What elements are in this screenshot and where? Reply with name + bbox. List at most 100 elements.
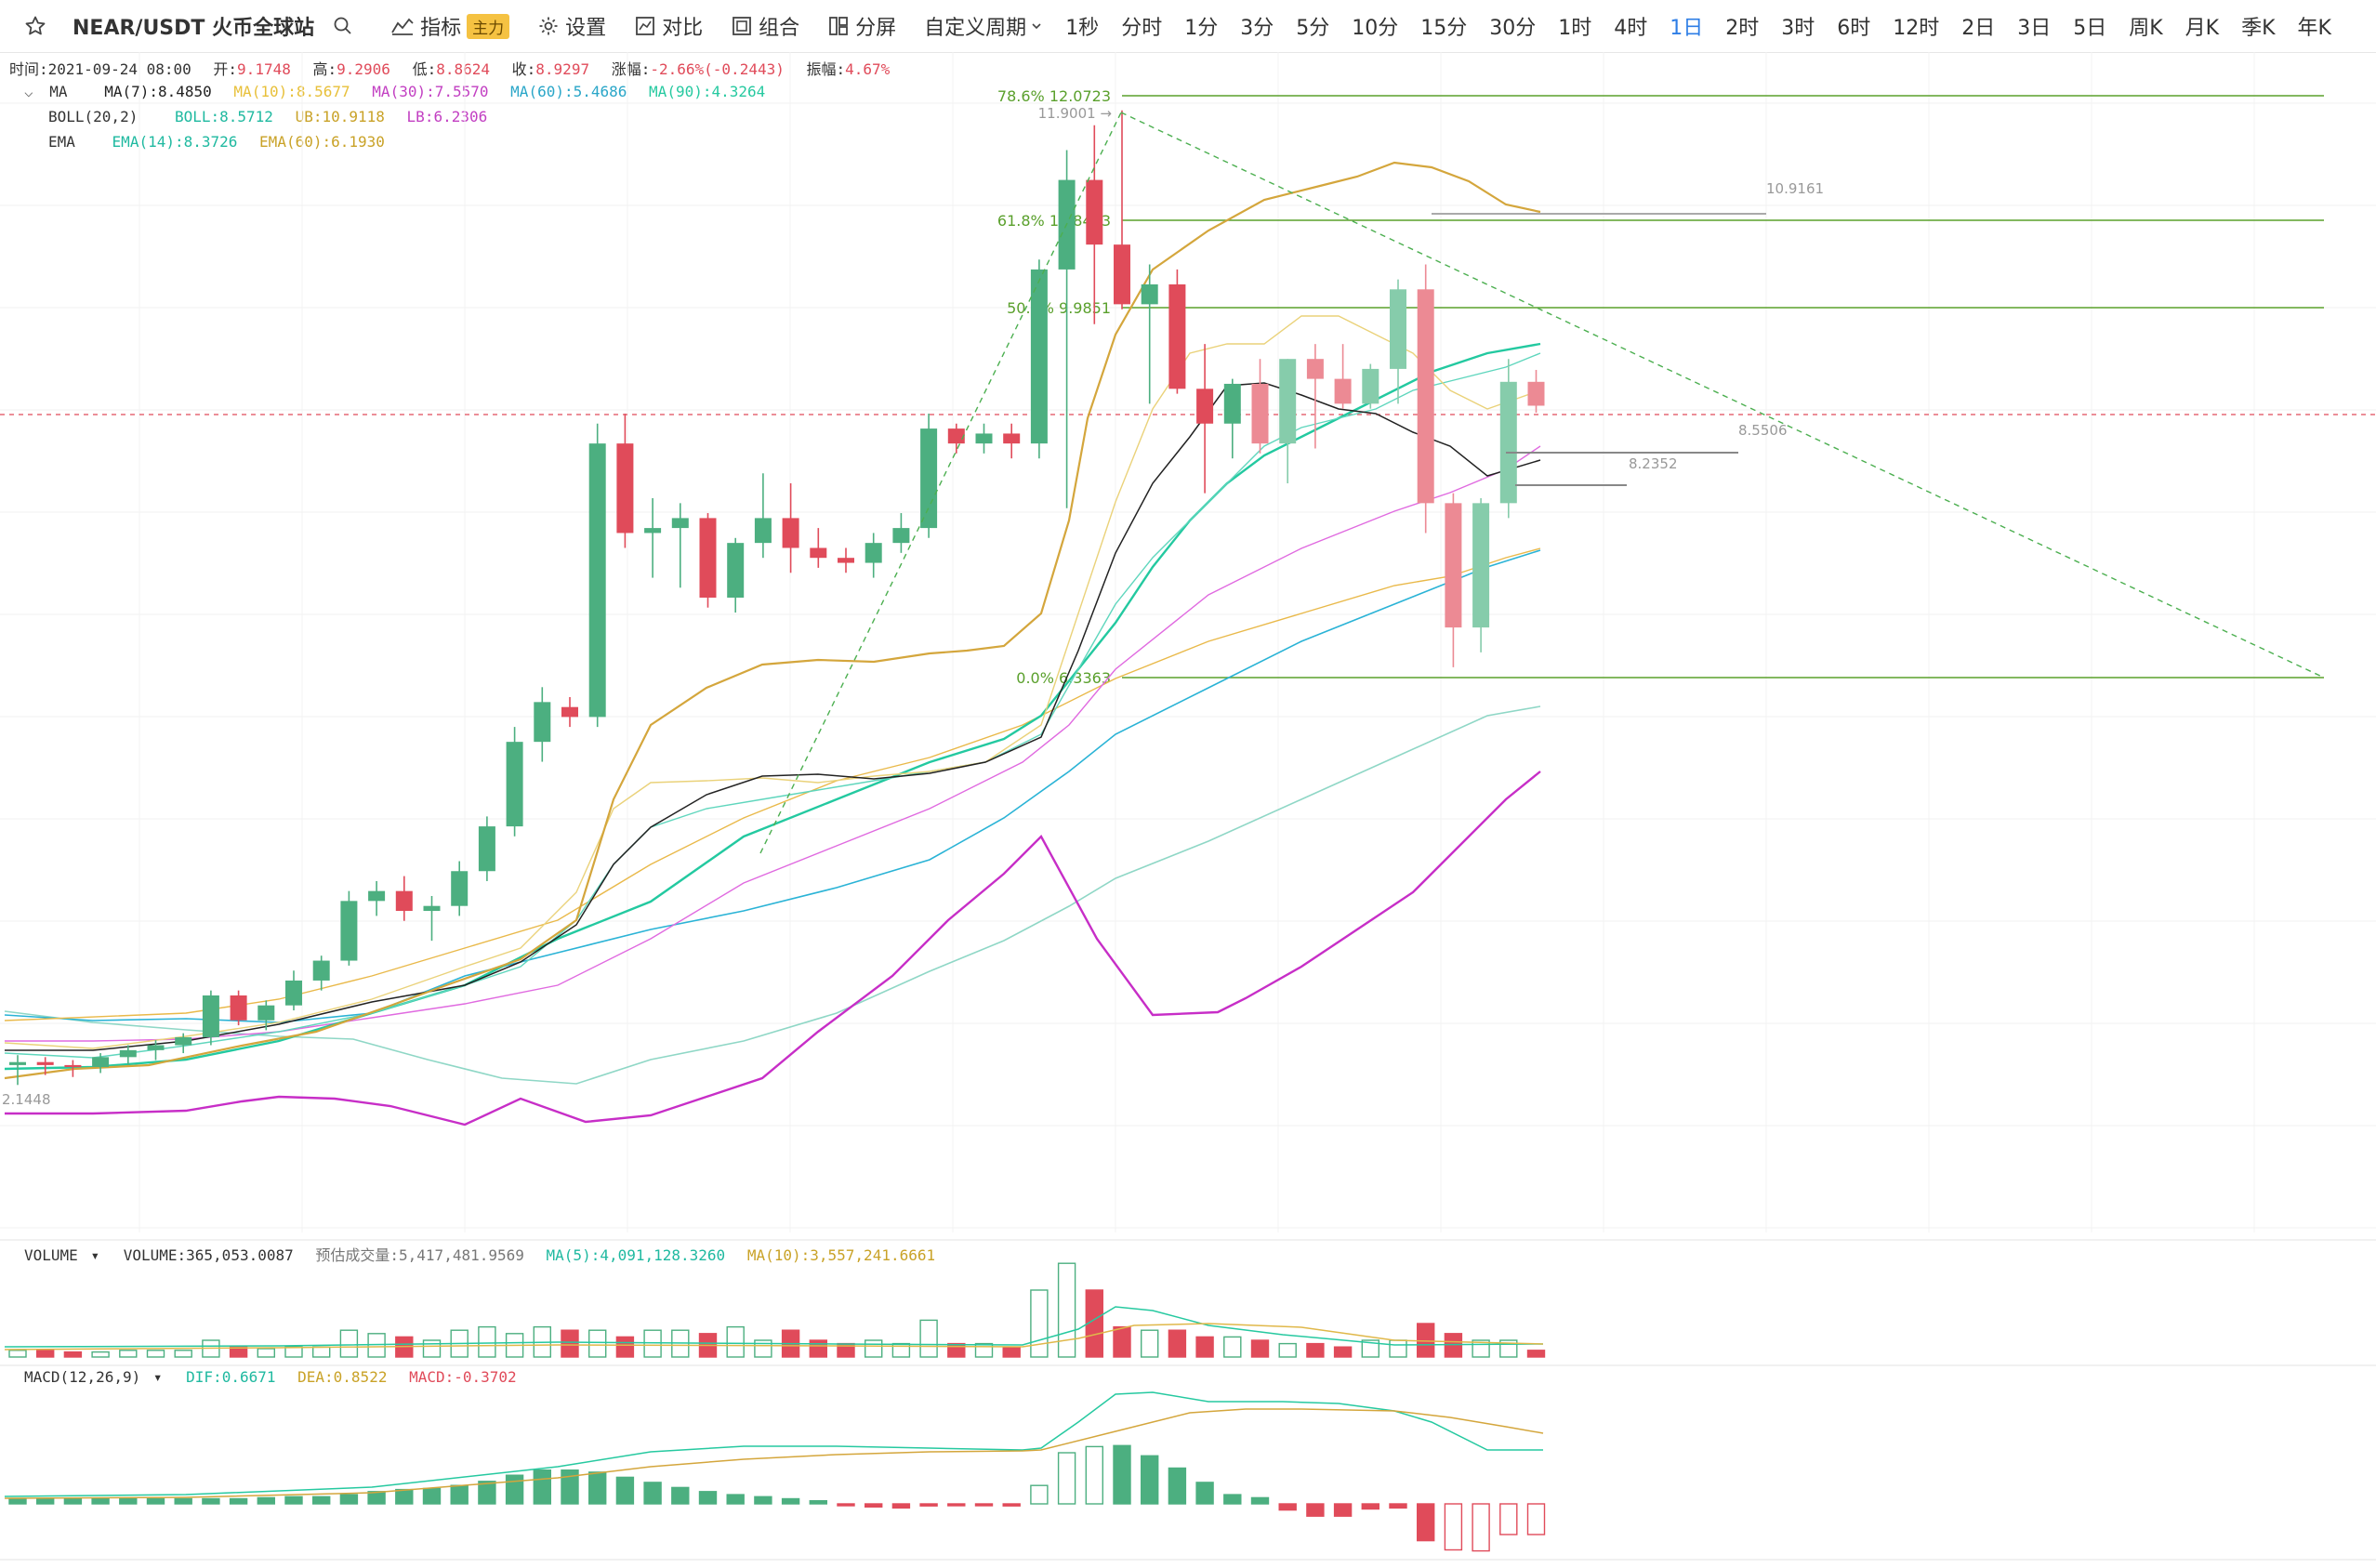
boll-name: BOLL(20,2) (48, 108, 139, 125)
period-2[interactable]: 1分 (1184, 17, 1219, 40)
ma90-line (4, 705, 1541, 1085)
candle (1223, 378, 1241, 459)
candle-body (1003, 433, 1021, 444)
chart-annotations: 10.9161 8.5506 8.2352 11.9001 → 2.1448 (0, 105, 2325, 1108)
amplitude-value: 振幅:4.67% (806, 60, 891, 78)
ohlc-info: 时间:2021-09-24 08:00 开:9.1748 高:9.2906 低:… (9, 57, 903, 79)
combine-button[interactable]: 组合 (731, 11, 799, 41)
candle-body (1251, 383, 1269, 444)
candle (754, 473, 772, 559)
period-15[interactable]: 2日 (1961, 17, 1996, 40)
caret-down-icon[interactable]: ▾ (152, 1368, 163, 1386)
macd-bar (1195, 1482, 1214, 1505)
period-5[interactable]: 10分 (1352, 17, 1399, 40)
change-value: 涨幅:-2.66%(-0.2443) (611, 60, 785, 78)
period-13[interactable]: 6时 (1837, 17, 1871, 40)
period-18[interactable]: 周K (2129, 17, 2163, 40)
volume-bar (1361, 1339, 1380, 1358)
boll-legend[interactable]: BOLL(20,2) BOLL:8.5712 UB:10.9118 LB:6.2… (48, 108, 500, 125)
period-0[interactable]: 1秒 (1065, 17, 1100, 40)
settings-button[interactable]: 设置 (537, 11, 606, 41)
candle (451, 861, 469, 916)
macd-dif: DIF:0.6671 (186, 1368, 276, 1386)
volume-legend[interactable]: VOLUME ▾ VOLUME:365,053.0087 预估成交量:5,417… (24, 1243, 948, 1265)
candle (616, 414, 634, 548)
period-11[interactable]: 2时 (1725, 17, 1760, 40)
candle-body (36, 1061, 54, 1065)
ma60-value: MA(60):5.4686 (510, 83, 627, 100)
macd-legend[interactable]: MACD(12,26,9) ▾ DIF:0.6671 DEA:0.8522 MA… (24, 1368, 530, 1386)
boll-lb-value: LB:6.2306 (406, 108, 488, 125)
ema-legend[interactable]: EMA EMA(14):8.3726 EMA(60):6.1930 (48, 133, 398, 151)
candle-body (727, 543, 745, 598)
indicators-button[interactable]: 指标 主力 (390, 11, 510, 41)
kline-chart[interactable]: 78.6% 12.0723 61.8% 10.8463 50.0% 9.9851 0.… (0, 52, 2376, 1568)
ma90-value: MA(90):4.3264 (649, 83, 766, 100)
candlesticks (9, 110, 1545, 1086)
compare-icon (636, 17, 655, 35)
candle-body (202, 995, 219, 1037)
period-3[interactable]: 3分 (1240, 17, 1274, 40)
favorite-star-icon[interactable] (24, 15, 52, 37)
volume-bar (8, 1350, 27, 1358)
period-4[interactable]: 5分 (1296, 17, 1330, 40)
volume-value: VOLUME:365,053.0087 (123, 1246, 294, 1264)
volume-bar (1085, 1289, 1104, 1358)
caret-down-icon[interactable]: ▾ (90, 1246, 100, 1264)
candle-body (395, 890, 413, 912)
volume-bar (257, 1348, 275, 1358)
split-screen-button[interactable]: 分屏 (827, 11, 896, 41)
candle (9, 1055, 26, 1086)
period-9[interactable]: 4时 (1614, 17, 1648, 40)
period-7[interactable]: 30分 (1489, 17, 1537, 40)
period-1[interactable]: 分时 (1121, 17, 1163, 40)
macd-bar (1444, 1503, 1463, 1551)
search-icon[interactable] (333, 16, 359, 36)
ema60-value: EMA(60):6.1930 (259, 133, 385, 151)
volume-bar (339, 1329, 359, 1358)
volume-bar (478, 1325, 496, 1358)
candle (1003, 423, 1021, 459)
candle-body (1390, 289, 1406, 369)
macd-bar (809, 1499, 827, 1505)
candle-body (147, 1045, 165, 1050)
volume-bar (229, 1346, 248, 1358)
macd-bar (919, 1503, 938, 1507)
period-17[interactable]: 5日 (2073, 17, 2107, 40)
macd-bar (1168, 1467, 1187, 1505)
candle (1058, 150, 1076, 508)
volume-bar (1444, 1333, 1463, 1358)
candle-body (1445, 503, 1462, 628)
custom-period-dropdown[interactable]: 自定义周期 (924, 11, 1049, 41)
period-10[interactable]: 1日 (1670, 17, 1704, 40)
candle-body (1030, 269, 1048, 444)
fib-level-label: 0.0% 6.3363 (1016, 669, 1111, 687)
macd-value: MACD:-0.3702 (409, 1368, 517, 1386)
period-8[interactable]: 1时 (1558, 17, 1592, 40)
period-14[interactable]: 12时 (1893, 17, 1940, 40)
period-6[interactable]: 15分 (1420, 17, 1468, 40)
compare-button[interactable]: 对比 (634, 11, 703, 41)
macd-bar (1389, 1503, 1407, 1509)
compare-label: 对比 (662, 17, 704, 40)
candle-body (1168, 283, 1186, 389)
volume-bar (1389, 1339, 1407, 1358)
ma-legend[interactable]: ⌵ MA MA(7):8.4850 MA(10):8.5677 MA(30):7… (24, 83, 778, 100)
candle (230, 990, 247, 1026)
period-19[interactable]: 月K (2185, 17, 2220, 40)
macd-bar (947, 1503, 966, 1507)
volume-bar (1113, 1325, 1131, 1358)
candle-body (1417, 289, 1434, 504)
chevron-down-icon[interactable]: ⌵ (24, 83, 33, 100)
pair-title[interactable]: NEAR/USDT 火币全球站 (73, 11, 314, 41)
period-12[interactable]: 3时 (1781, 17, 1815, 40)
macd-bar (1140, 1455, 1159, 1505)
period-21[interactable]: 年K (2297, 17, 2331, 40)
period-16[interactable]: 3日 (2017, 17, 2052, 40)
candle-body (368, 890, 386, 902)
fib-retracement: 78.6% 12.0723 61.8% 10.8463 50.0% 9.9851 0.… (0, 87, 2376, 687)
period-20[interactable]: 季K (2241, 17, 2276, 40)
macd-bar (284, 1496, 303, 1505)
candle-body (312, 960, 330, 981)
macd-bar (1416, 1503, 1435, 1542)
